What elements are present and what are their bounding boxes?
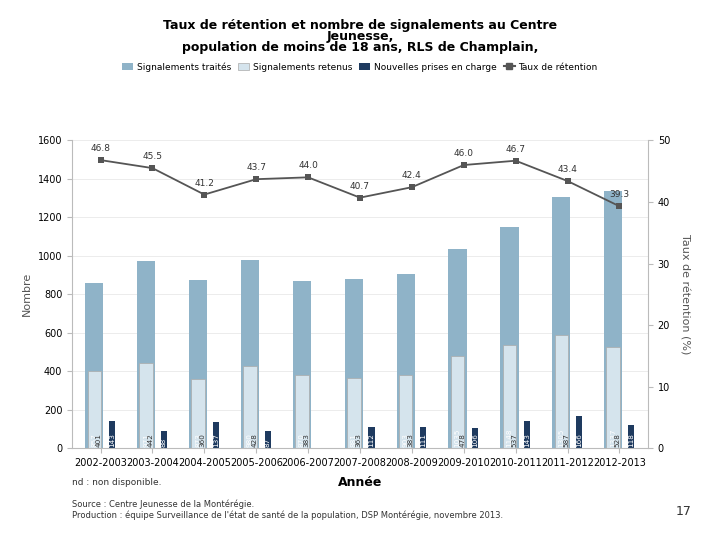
Text: 43.4: 43.4 [557, 165, 577, 174]
Text: 46.7: 46.7 [505, 145, 526, 154]
Bar [604, 191, 622, 448]
Text: 17: 17 [675, 505, 691, 518]
Text: 87: 87 [265, 437, 271, 447]
Bar [137, 261, 156, 448]
Text: 111: 111 [420, 433, 426, 447]
Text: Source : Centre Jeunesse de la Montérégie.
Production : équipe Surveillance de l: Source : Centre Jeunesse de la Montérégi… [72, 500, 503, 520]
Text: 870: 870 [299, 433, 305, 447]
Bar [554, 335, 568, 448]
Text: Taux de rétention et nombre de signalements au Centre: Taux de rétention et nombre de signaleme… [163, 19, 557, 32]
Text: 903: 903 [402, 433, 409, 447]
Text: 40.7: 40.7 [350, 181, 370, 191]
Bar [503, 345, 516, 448]
Text: 118: 118 [628, 433, 634, 447]
Text: 137: 137 [212, 433, 219, 447]
Bar [293, 281, 311, 448]
Text: 112: 112 [369, 433, 374, 447]
Y-axis label: Taux de rétention (%): Taux de rétention (%) [680, 234, 690, 354]
Text: nd: nd [317, 437, 323, 447]
Text: 42.4: 42.4 [402, 171, 422, 180]
X-axis label: Année: Année [338, 476, 382, 489]
Bar [189, 280, 207, 448]
Bar [140, 363, 153, 448]
Bar [347, 379, 361, 448]
Bar [161, 431, 167, 448]
Text: 45.5: 45.5 [143, 152, 163, 161]
Bar [576, 416, 582, 448]
Text: 528: 528 [615, 433, 621, 447]
Bar [264, 431, 271, 448]
Text: 46.0: 46.0 [454, 149, 474, 158]
Text: Jeunesse,: Jeunesse, [326, 30, 394, 43]
Text: 478: 478 [459, 433, 465, 447]
Bar [500, 227, 518, 448]
Bar [524, 421, 530, 448]
Bar [85, 284, 104, 448]
Bar [606, 347, 620, 448]
Bar [109, 421, 115, 448]
Text: 537: 537 [511, 433, 517, 447]
Text: 857: 857 [91, 433, 97, 447]
Bar [345, 279, 363, 448]
Text: 360: 360 [199, 433, 206, 447]
Text: 41.2: 41.2 [194, 179, 215, 187]
Bar [243, 366, 257, 448]
Text: 363: 363 [356, 433, 361, 447]
Bar [397, 274, 415, 448]
Text: 88: 88 [161, 437, 167, 447]
Text: nd : non disponible.: nd : non disponible. [72, 478, 161, 487]
Text: 46.8: 46.8 [91, 144, 111, 153]
Text: 587: 587 [563, 433, 569, 447]
Text: 442: 442 [148, 433, 154, 447]
Text: 1305: 1305 [558, 428, 564, 447]
Bar [420, 427, 426, 448]
Bar [449, 249, 467, 448]
Text: population de moins de 18 ans, RLS de Champlain,: population de moins de 18 ans, RLS de Ch… [182, 40, 538, 53]
Bar [192, 379, 205, 448]
Text: 881: 881 [351, 433, 357, 447]
Bar [451, 356, 464, 448]
Text: 143: 143 [109, 433, 115, 447]
Text: 401: 401 [96, 433, 102, 447]
Text: 971: 971 [143, 433, 149, 447]
Text: 383: 383 [408, 433, 413, 447]
Text: 980: 980 [247, 433, 253, 447]
Text: 39.3: 39.3 [609, 190, 629, 199]
Legend: Signalements traités, Signalements retenus, Nouvelles prises en charge, Taux de : Signalements traités, Signalements reten… [119, 58, 601, 75]
Text: 873: 873 [195, 433, 201, 447]
Bar [399, 375, 413, 448]
Text: 106: 106 [472, 433, 478, 447]
Text: 43.7: 43.7 [246, 163, 266, 172]
Bar [472, 428, 478, 448]
Bar [212, 422, 219, 448]
Bar [88, 371, 101, 448]
Bar [295, 375, 309, 448]
Text: 1148: 1148 [506, 428, 513, 447]
Text: 44.0: 44.0 [298, 161, 318, 171]
Bar [552, 197, 570, 448]
Text: 166: 166 [576, 433, 582, 447]
Y-axis label: Nombre: Nombre [22, 272, 32, 316]
Bar [241, 260, 259, 448]
Text: 1035: 1035 [454, 428, 461, 447]
Text: 428: 428 [252, 433, 258, 447]
Text: 143: 143 [524, 433, 530, 447]
Text: 1337: 1337 [611, 428, 616, 447]
Text: 383: 383 [304, 433, 310, 447]
Bar [369, 427, 374, 448]
Bar [628, 426, 634, 448]
